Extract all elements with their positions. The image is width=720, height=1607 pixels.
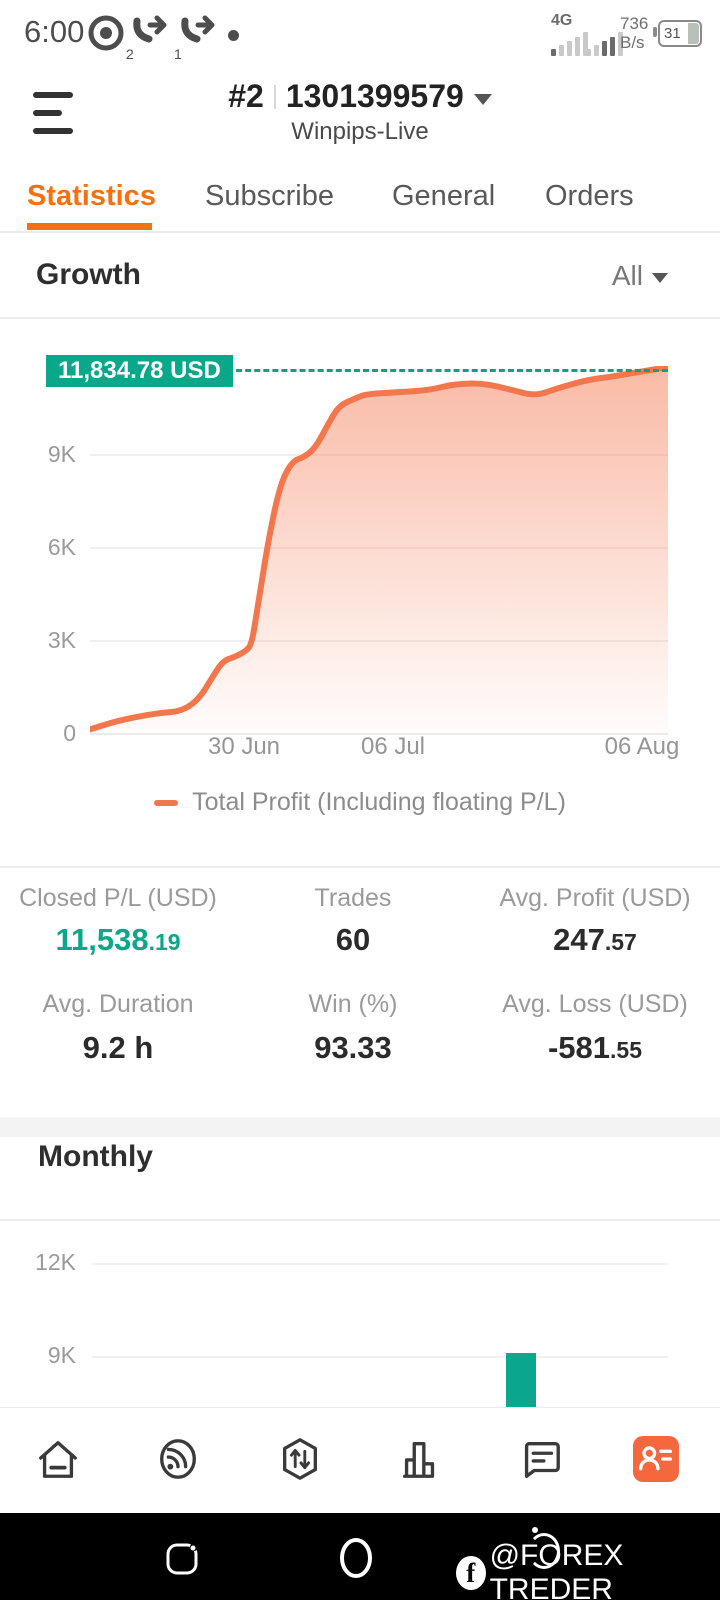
watermark-text: @FOREX TREDER xyxy=(489,1539,624,1606)
call-forward-badge: 1 xyxy=(174,46,182,62)
growth-section-title: Growth xyxy=(36,258,141,291)
monthly-bar[interactable] xyxy=(506,1352,537,1408)
y-axis-tick: 6K xyxy=(47,534,76,560)
x-axis-tick: 06 Jul xyxy=(360,733,426,760)
signal-bars-icon-sim1 xyxy=(551,30,588,56)
chevron-down-icon xyxy=(473,94,492,105)
stat-value-win-pct: 93.33 xyxy=(314,1030,392,1065)
period-filter-dropdown[interactable]: All xyxy=(612,260,668,292)
battery-icon: 31 xyxy=(653,20,702,47)
back-button[interactable] xyxy=(528,1533,560,1569)
nav-charts-icon[interactable] xyxy=(397,1436,443,1482)
call-forward-icon-2: 1 xyxy=(174,15,222,62)
signal-number: #2 xyxy=(228,78,264,114)
bottom-navigation xyxy=(0,1408,720,1513)
account-id: 1301399579 xyxy=(285,78,464,114)
call-forward-icon-1: 2 xyxy=(126,15,174,62)
back-button-dot xyxy=(532,1527,538,1533)
chart-legend: Total Profit (Including floating P/L) xyxy=(0,788,720,817)
data-rate-label: 736 B/s xyxy=(620,14,649,52)
nav-home-icon[interactable] xyxy=(35,1436,81,1482)
y-axis-tick: 9K xyxy=(47,441,76,467)
legend-line-swatch xyxy=(154,799,179,806)
call-forward-badge: 2 xyxy=(126,46,134,62)
signal-bars-icon-sim2 xyxy=(586,30,623,56)
nav-trade-icon[interactable] xyxy=(277,1436,323,1482)
watermark: f @FOREX TREDER xyxy=(456,1527,720,1607)
notification-dot-icon xyxy=(228,30,239,41)
gridline xyxy=(92,1356,668,1358)
signal-name: Winpips-Live xyxy=(291,118,429,145)
chrome-icon xyxy=(88,15,124,56)
signal-title-dropdown[interactable]: #2 1301399579 xyxy=(0,78,720,115)
stat-value-closed-pl: 11,538.19 xyxy=(55,922,181,957)
stat-label: Win (%) xyxy=(308,990,398,1018)
nav-signals-icon[interactable] xyxy=(155,1436,201,1482)
current-value-badge: 11,834.78 USD xyxy=(46,355,233,387)
x-axis-tick: 06 Aug xyxy=(604,733,680,760)
gridline xyxy=(92,1263,668,1265)
battery-percent: 31 xyxy=(664,25,681,42)
active-tab-indicator xyxy=(27,223,152,230)
chevron-down-icon xyxy=(652,273,668,283)
y-axis-tick: 0 xyxy=(63,720,76,746)
stat-label: Trades xyxy=(314,884,392,912)
recents-button[interactable] xyxy=(164,1539,202,1582)
section-separator xyxy=(0,1117,720,1137)
x-axis-tick: 30 Jun xyxy=(207,733,281,760)
home-button[interactable] xyxy=(336,1535,376,1586)
network-type-label: 4G xyxy=(551,12,573,29)
system-navigation-bar: f @FOREX TREDER xyxy=(0,1513,720,1606)
tab-statistics[interactable]: Statistics xyxy=(27,180,156,212)
growth-chart[interactable] xyxy=(87,364,671,738)
stat-label: Avg. Duration xyxy=(42,990,194,1018)
divider xyxy=(0,231,720,233)
stat-label: Closed P/L (USD) xyxy=(19,884,217,912)
tab-orders[interactable]: Orders xyxy=(545,180,634,212)
divider xyxy=(0,317,720,319)
y-axis-tick: 3K xyxy=(47,627,76,653)
tab-general[interactable]: General xyxy=(392,180,496,212)
tab-subscribe[interactable]: Subscribe xyxy=(205,180,334,212)
stat-value-avg-duration: 9.2 h xyxy=(82,1030,154,1065)
menu-button[interactable] xyxy=(0,0,110,150)
stat-label: Avg. Profit (USD) xyxy=(499,884,691,912)
nav-profile-icon[interactable] xyxy=(633,1436,679,1482)
divider xyxy=(0,1219,720,1221)
current-value-line xyxy=(218,369,668,372)
stat-label: Avg. Loss (USD) xyxy=(502,990,688,1018)
period-filter-value: All xyxy=(611,260,643,291)
status-time: 6:00 xyxy=(24,14,85,49)
monthly-section-title: Monthly xyxy=(38,1140,153,1173)
y-axis-tick: 12K xyxy=(35,1249,76,1275)
facebook-icon: f xyxy=(456,1556,486,1590)
legend-label: Total Profit (Including floating P/L) xyxy=(192,788,566,816)
nav-messages-icon[interactable] xyxy=(517,1436,563,1482)
y-axis-tick: 9K xyxy=(47,1342,76,1368)
stat-value-avg-loss: -581.55 xyxy=(547,1030,643,1065)
stat-value-trades: 60 xyxy=(335,922,371,957)
stat-value-avg-profit: 247.57 xyxy=(553,922,637,957)
divider xyxy=(0,866,720,868)
